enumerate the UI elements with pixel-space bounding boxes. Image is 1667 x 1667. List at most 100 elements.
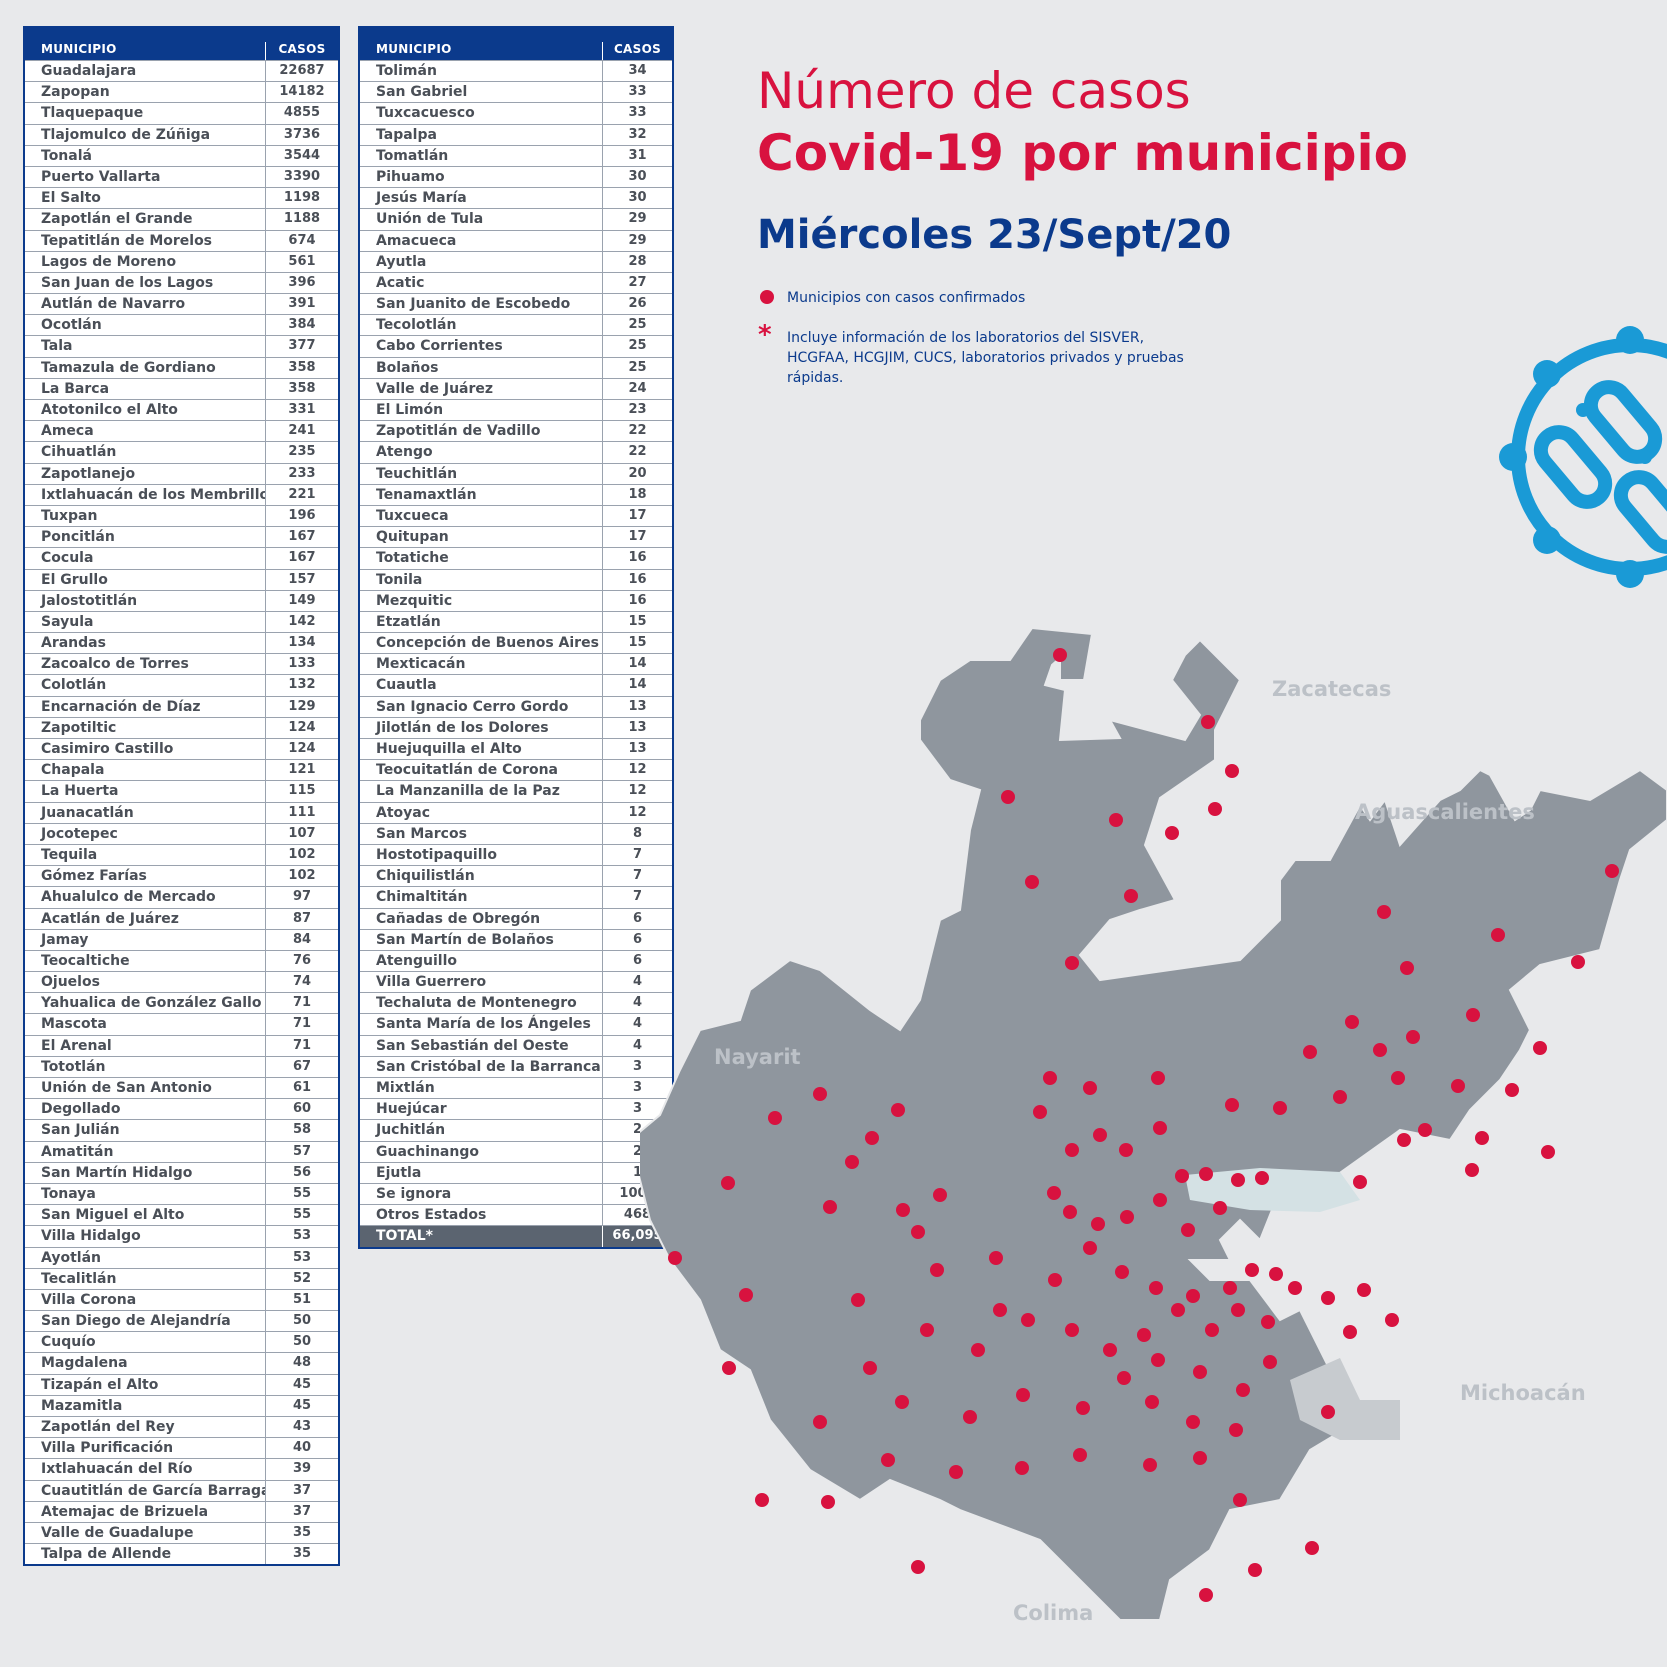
municipio-name: Tomatlán: [360, 145, 603, 166]
case-count: 102: [288, 846, 316, 862]
case-count: 377: [288, 338, 316, 354]
case-count: 14182: [279, 84, 325, 100]
municipio-name: Zapotlán del Rey: [25, 1417, 266, 1438]
municipio-name: Zapotitlán de Vadillo: [360, 421, 603, 442]
municipio-name: San Julián: [25, 1120, 266, 1141]
municipio-name: Encarnación de Díaz: [25, 696, 266, 717]
case-count: 121: [288, 762, 316, 778]
table-row: Huejúcar 3: [360, 1098, 672, 1120]
case-count: 71: [292, 995, 312, 1011]
table-row: Tonila 16: [360, 568, 672, 590]
case-count: 561: [288, 253, 316, 269]
case-count: 12: [628, 783, 647, 799]
case-count: 8: [632, 825, 643, 841]
municipio-name: Ixtlahuacán de los Membrillos: [25, 484, 266, 505]
table-row: Atemajac de Brizuela 37: [25, 1500, 338, 1522]
table-row: Amatitán 57: [25, 1140, 338, 1162]
case-count: 4: [632, 1016, 643, 1032]
municipio-name: La Manzanilla de la Paz: [360, 781, 603, 802]
table-row: Unión de Tula 29: [360, 208, 672, 230]
municipio-name: Jesús María: [360, 188, 603, 209]
case-count: 3: [632, 1080, 643, 1095]
case-count: 16: [628, 550, 647, 566]
municipio-name: Huejuquilla el Alto: [360, 739, 603, 760]
table-row: Tecolotlán 25: [360, 314, 672, 336]
municipio-name: El Arenal: [25, 1035, 266, 1056]
table-row: San Martín Hidalgo 56: [25, 1161, 338, 1183]
municipio-name: Cabo Corrientes: [360, 336, 603, 357]
municipio-name: Tlaquepaque: [25, 103, 266, 124]
case-count: 3: [632, 1058, 643, 1074]
table-row: Guachinango 2: [360, 1140, 672, 1162]
municipio-name: Atotonilco el Alto: [25, 400, 266, 421]
municipio-name: Lagos de Moreno: [25, 251, 266, 272]
table-row: Atenguillo 6: [360, 949, 672, 972]
case-count: 34: [628, 63, 647, 78]
table-row: Colotlán 132: [25, 674, 338, 696]
municipio-name: Mixtlán: [360, 1078, 603, 1099]
table-row: Totatiche 16: [360, 547, 672, 569]
case-count: 25: [628, 359, 647, 375]
table-row: Jesús María 30: [360, 187, 672, 209]
municipio-name: Juchitlán: [360, 1120, 603, 1141]
case-count: 17: [628, 507, 647, 523]
table-row: San Ignacio Cerro Gordo 13: [360, 695, 672, 717]
municipio-name: Valle de Guadalupe: [25, 1522, 266, 1544]
legend-note: Incluye información de los laboratorios …: [787, 330, 1184, 386]
municipio-name: Teuchitlán: [360, 463, 603, 484]
case-count: 6: [632, 952, 643, 968]
table-row: Tototlán 67: [25, 1055, 338, 1077]
municipio-name: Tenamaxtlán: [360, 484, 603, 505]
table-row: Acatlán de Juárez 87: [25, 907, 338, 929]
table-row: La Manzanilla de la Paz 12: [360, 780, 672, 802]
table-row: Tapalpa 32: [360, 123, 672, 145]
municipio-name: San Ignacio Cerro Gordo: [360, 696, 603, 717]
case-count: 4855: [283, 105, 321, 121]
municipio-name: Unión de Tula: [360, 209, 603, 230]
municipio-name: Etzatlán: [360, 611, 603, 633]
table-row: Unión de San Antonio 61: [25, 1077, 338, 1099]
table-row: Zapotlán del Rey 43: [25, 1416, 338, 1438]
case-count: 37: [292, 1482, 312, 1498]
case-count: 129: [288, 698, 316, 714]
table-row: Mazamitla 45: [25, 1394, 338, 1416]
case-count: 50: [292, 1313, 312, 1329]
case-count: 384: [288, 317, 316, 333]
table-row: Ejutla 1: [360, 1161, 672, 1183]
state-nayarit: Nayarit: [714, 1045, 801, 1069]
case-count: 13: [628, 698, 647, 714]
table-row: Cuautitlán de García Barragán 37: [25, 1479, 338, 1501]
case-count: 3: [632, 1101, 643, 1117]
municipio-name: Se ignora: [360, 1183, 603, 1205]
municipio-name: Gómez Farías: [25, 866, 266, 887]
case-count: 53: [292, 1228, 312, 1244]
municipio-name: Autlán de Navarro: [25, 294, 266, 315]
table-row: Casimiro Castillo 124: [25, 738, 338, 760]
table-row: El Grullo 157: [25, 568, 338, 590]
municipio-name: Sayula: [25, 611, 266, 633]
table-row: Lagos de Moreno 561: [25, 250, 338, 272]
municipio-name: Tala: [25, 336, 266, 357]
case-count: 14: [628, 656, 647, 672]
municipio-name: Techaluta de Montenegro: [360, 993, 603, 1014]
table-row: Villa Hidalgo 53: [25, 1225, 338, 1247]
case-count: 358: [288, 380, 316, 396]
table-row: Cuautla 14: [360, 674, 672, 696]
header-casos: CASOS: [278, 42, 326, 56]
jalisco-map: [640, 626, 1667, 1621]
table-row: El Arenal 71: [25, 1034, 338, 1056]
case-count: 468: [623, 1207, 652, 1223]
table-header: MUNICIPIO CASOS: [360, 28, 672, 60]
municipio-name: Ejutla: [360, 1162, 603, 1183]
municipio-name: Villa Hidalgo: [25, 1226, 266, 1247]
case-count: 149: [288, 592, 316, 608]
case-count: 29: [628, 211, 647, 227]
table-row: Tamazula de Gordiano 358: [25, 356, 338, 378]
case-count: 235: [288, 444, 316, 460]
case-count: 84: [292, 931, 312, 947]
case-count: 58: [292, 1122, 312, 1138]
case-count: 71: [292, 1037, 312, 1053]
municipio-name: San Martín Hidalgo: [25, 1162, 266, 1183]
municipio-name: Tuxcueca: [360, 505, 603, 527]
municipio-name: Teocuitatlán de Corona: [360, 760, 603, 781]
